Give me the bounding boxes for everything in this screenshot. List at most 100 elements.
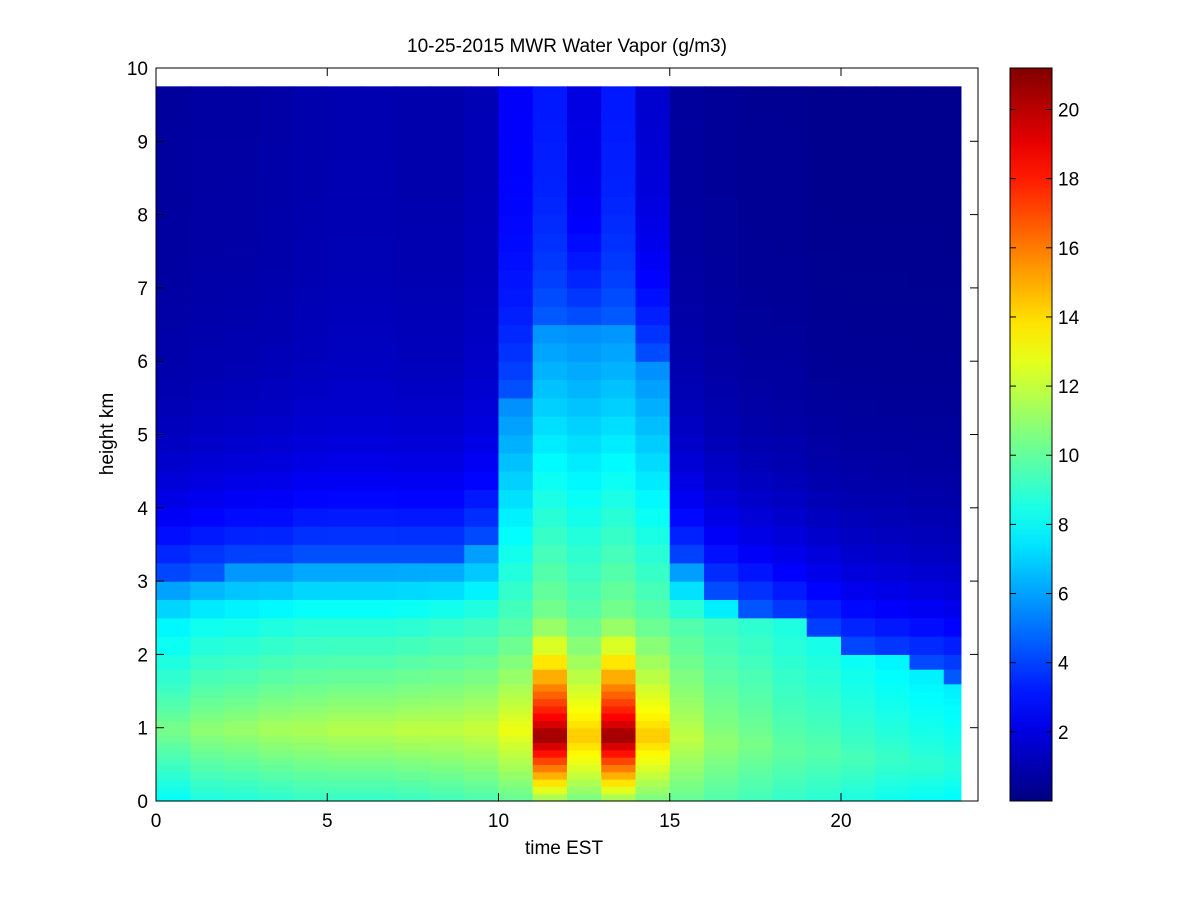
heatmap-cell [875, 720, 911, 729]
heatmap-cell [327, 232, 363, 252]
heatmap-cell [704, 617, 739, 637]
heatmap-cell [361, 727, 397, 736]
heatmap-cell [601, 793, 637, 802]
heatmap-cell [806, 636, 842, 655]
heatmap-cell [464, 269, 500, 289]
heatmap-cell [772, 471, 808, 491]
heatmap-cell [841, 735, 876, 743]
heatmap-cell [601, 196, 637, 216]
heatmap-cell [909, 471, 945, 491]
heatmap-cell [190, 471, 226, 491]
heatmap-cell [395, 599, 431, 619]
heatmap-cell [258, 757, 294, 765]
heatmap-cell [669, 489, 705, 509]
heatmap-cell [909, 705, 945, 714]
heatmap-cell [156, 306, 191, 326]
heatmap-cell [293, 683, 328, 692]
y-tick-label: 8 [137, 206, 148, 227]
heatmap-cell [806, 727, 842, 736]
heatmap-cell [704, 786, 739, 795]
heatmap-cell [806, 720, 842, 729]
heatmap-cell [430, 793, 465, 802]
heatmap-cell [498, 434, 534, 454]
heatmap-cell [704, 599, 739, 619]
heatmap-cell [669, 287, 705, 307]
heatmap-cell [669, 749, 705, 758]
heatmap-cell [909, 507, 945, 527]
heatmap-cell [430, 691, 465, 699]
heatmap-cell [258, 397, 294, 417]
heatmap-cell [430, 196, 465, 216]
heatmap-cell [875, 698, 911, 707]
heatmap-cell [327, 342, 363, 362]
heatmap-cell [806, 159, 842, 179]
heatmap-cell [909, 86, 945, 106]
x-axis-label: time EST [525, 838, 604, 859]
heatmap-cell [224, 141, 260, 161]
heatmap-cell [806, 379, 842, 399]
heatmap-cell [601, 434, 637, 454]
heatmap-cell [806, 617, 842, 637]
heatmap-cell [361, 757, 397, 765]
heatmap-cell [635, 683, 671, 692]
heatmap-cell [224, 786, 260, 795]
heatmap-cell [327, 397, 363, 417]
heatmap-cell [875, 742, 911, 751]
heatmap-cell [430, 786, 465, 795]
heatmap-cell [190, 434, 226, 454]
heatmap-cell [156, 683, 191, 692]
heatmap-cell [738, 214, 774, 234]
heatmap-cell [190, 507, 226, 527]
heatmap-cell [224, 526, 260, 546]
heatmap-cell [704, 324, 739, 344]
heatmap-cell [635, 786, 671, 795]
heatmap-cell [704, 691, 739, 699]
heatmap-cell [156, 269, 191, 289]
heatmap-cell [156, 720, 191, 729]
heatmap-cell [430, 720, 465, 729]
heatmap-cell [464, 397, 500, 417]
heatmap-cell [327, 251, 363, 271]
heatmap-cell [943, 727, 962, 736]
heatmap-cell [567, 416, 602, 436]
heatmap-cell [772, 581, 808, 601]
heatmap-cell [635, 599, 671, 619]
heatmap-cell [567, 742, 602, 751]
heatmap-cell [293, 86, 328, 106]
heatmap-cell [224, 764, 260, 773]
heatmap-cell [293, 757, 328, 765]
heatmap-cell [430, 713, 465, 721]
heatmap-cell [875, 749, 911, 758]
colorbar [1009, 67, 1053, 802]
heatmap-cell [567, 452, 602, 472]
heatmap-cell [909, 720, 945, 729]
heatmap-cell [875, 269, 911, 289]
heatmap-cell [806, 489, 842, 509]
heatmap-cell [190, 599, 226, 619]
heatmap-cell [772, 104, 808, 124]
heatmap-cell [293, 669, 328, 685]
heatmap-cell [293, 269, 328, 289]
heatmap-cell [498, 507, 534, 527]
heatmap-cell [156, 727, 191, 736]
heatmap-cell [738, 526, 774, 546]
heatmap-cell [806, 698, 842, 707]
heatmap-cell [532, 251, 568, 271]
heatmap-cell [395, 749, 431, 758]
heatmap-cell [430, 757, 465, 765]
heatmap-cell [806, 599, 842, 619]
heatmap-cell [258, 742, 294, 751]
heatmap-cell [738, 397, 774, 417]
heatmap-cell [498, 793, 534, 802]
heatmap-cell [293, 306, 328, 326]
colorbar-tick-label: 10 [1058, 446, 1079, 467]
heatmap-cell [738, 581, 774, 601]
heatmap-cell [395, 251, 431, 271]
heatmap-cell [567, 636, 602, 655]
heatmap-cell [806, 177, 842, 197]
heatmap-cell [772, 713, 808, 721]
heatmap-cell [293, 727, 328, 736]
heatmap-cell [258, 452, 294, 472]
heatmap-cell [361, 749, 397, 758]
